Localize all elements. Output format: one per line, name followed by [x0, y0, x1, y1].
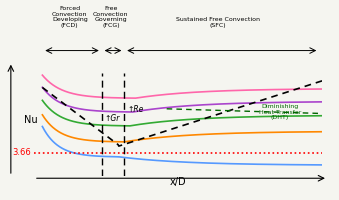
Text: Free
Convection
Governing
(FCG): Free Convection Governing (FCG) [93, 6, 128, 28]
Y-axis label: Nu: Nu [24, 115, 38, 125]
Text: Forced
Convection
Developing
(FCD): Forced Convection Developing (FCD) [52, 6, 88, 28]
Text: ↑Gr: ↑Gr [104, 114, 120, 123]
Text: Diminishing
Heat Transfer
(DHT): Diminishing Heat Transfer (DHT) [259, 104, 301, 120]
Text: 3.66: 3.66 [12, 148, 31, 157]
Text: Sustained Free Convection
(SFC): Sustained Free Convection (SFC) [176, 17, 260, 28]
Text: ↑Re: ↑Re [127, 105, 143, 114]
X-axis label: x/D: x/D [170, 177, 186, 187]
